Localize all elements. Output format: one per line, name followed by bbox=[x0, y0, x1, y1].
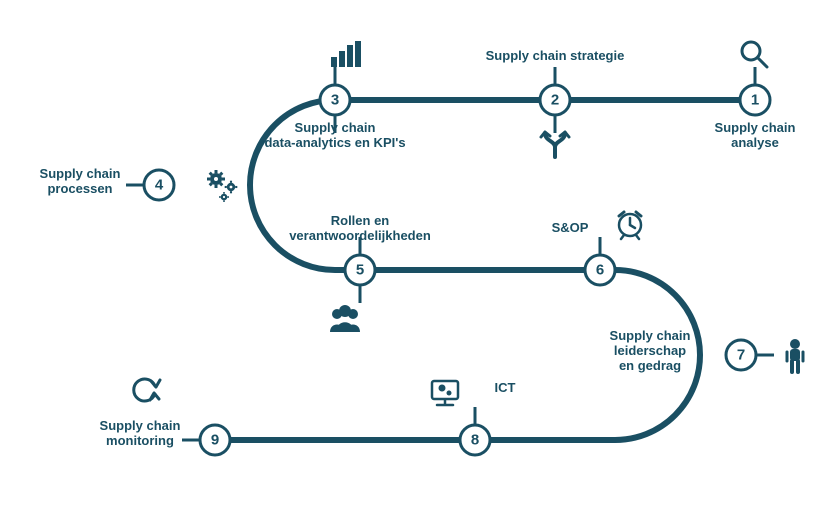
flow-node-number: 4 bbox=[155, 177, 164, 194]
gears-icon bbox=[207, 170, 237, 202]
flow-node-label: Supply chainanalyse bbox=[715, 120, 796, 150]
flow-node-number: 9 bbox=[211, 432, 219, 449]
people-icon bbox=[330, 305, 360, 332]
flow-node-number: 8 bbox=[471, 432, 479, 449]
bar-chart-icon bbox=[331, 41, 361, 67]
magnify-icon bbox=[742, 42, 767, 67]
flow-node-number: 6 bbox=[596, 262, 604, 279]
flow-node-label: Rollen enverantwoordelijkheden bbox=[289, 213, 431, 243]
monitor-icon bbox=[432, 381, 458, 405]
rotate-icon bbox=[134, 379, 160, 401]
supply-chain-flowchart: 1 Supply chainanalyse 2 Supply chain strate… bbox=[0, 0, 840, 509]
flow-node-label: S&OP bbox=[552, 220, 589, 235]
flow-node-label: Supply chain strategie bbox=[486, 48, 625, 63]
flow-node-number: 3 bbox=[331, 92, 339, 109]
path-split-icon bbox=[541, 132, 569, 157]
flow-node-label: Supply chainprocessen bbox=[40, 166, 121, 196]
flow-node-number: 7 bbox=[737, 347, 745, 364]
flow-node-label: Supply chainleiderschapen gedrag bbox=[610, 328, 691, 373]
person-icon bbox=[787, 339, 803, 372]
flow-node-number: 1 bbox=[751, 92, 759, 109]
clock-icon bbox=[619, 212, 641, 239]
flow-node-label: Supply chaindata-analytics en KPI's bbox=[264, 120, 405, 150]
flow-node-number: 5 bbox=[356, 262, 364, 279]
flow-node-label: Supply chainmonitoring bbox=[100, 418, 181, 448]
flow-path bbox=[215, 100, 755, 440]
flow-node-number: 2 bbox=[551, 92, 559, 109]
flow-node-label: ICT bbox=[495, 380, 516, 395]
